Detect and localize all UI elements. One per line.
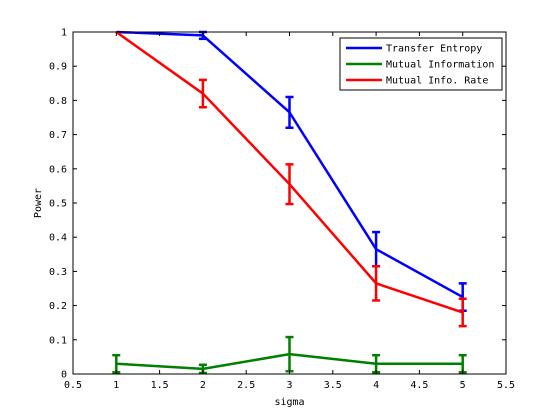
y-tick-label: 0.9: [49, 62, 67, 73]
legend-item: Mutual Information: [346, 60, 494, 71]
x-tick-label: 3: [286, 380, 292, 391]
y-tick-label: 0.7: [49, 130, 67, 141]
series-3: [115, 30, 467, 328]
error-bar: [372, 265, 381, 302]
error-bar: [285, 163, 294, 206]
x-tick-label: 4.5: [410, 380, 428, 391]
legend-label: Mutual Information: [386, 60, 494, 71]
x-tick-label: 5.5: [497, 380, 515, 391]
legend-label: Mutual Info. Rate: [386, 76, 488, 87]
y-axis-label: Power: [33, 188, 44, 218]
error-bar: [285, 95, 294, 130]
x-tick-label: 0.5: [64, 380, 82, 391]
y-tick-label: 0.2: [49, 301, 67, 312]
y-tick-label: 0.4: [49, 233, 67, 244]
x-tick-label: 2.5: [237, 380, 255, 391]
x-tick-label: 2: [200, 380, 206, 391]
x-axis-label: sigma: [274, 397, 304, 408]
legend-item: Transfer Entropy: [346, 44, 482, 55]
legend-label: Transfer Entropy: [386, 44, 482, 55]
x-tick-label: 4: [373, 380, 379, 391]
legend: Transfer Entropy Mutual Information Mutual…: [339, 37, 503, 91]
y-tick-label: 0.5: [49, 199, 67, 210]
x-tick-label: 1.5: [151, 380, 169, 391]
x-tick-label: 5: [460, 380, 466, 391]
series-layer: [112, 30, 467, 375]
y-tick-label: 0.6: [49, 164, 67, 175]
error-bar: [458, 297, 467, 328]
axes-layer: 0.5 1 1.5 2 2.5 3 3.5 4 4.5 5 5.5 0 0.1 0.2 0.3 0.4 0.5 0…: [49, 28, 515, 392]
y-tick-label: 0.3: [49, 267, 67, 278]
y-tick-label: 1: [61, 28, 67, 39]
series-2: [112, 335, 467, 375]
y-tick-label: 0.8: [49, 96, 67, 107]
x-tick-label: 1: [113, 380, 119, 391]
x-tick-label: 3.5: [324, 380, 342, 391]
legend-item: Mutual Info. Rate: [346, 76, 488, 87]
y-tick-label: 0: [61, 370, 67, 381]
y-tick-label: 0.1: [49, 335, 67, 346]
error-bar: [198, 78, 207, 109]
